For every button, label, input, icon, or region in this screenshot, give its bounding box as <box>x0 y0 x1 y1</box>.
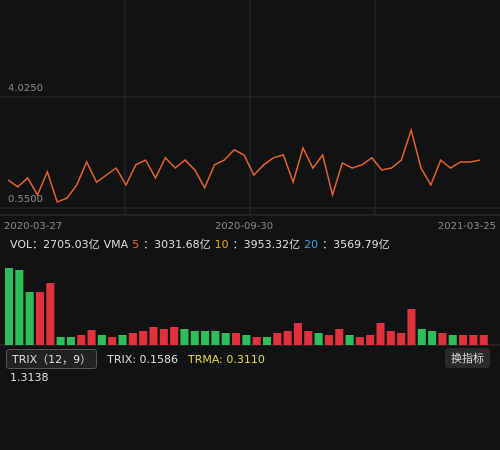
volume-bar <box>262 337 272 345</box>
indicator-reading: TRIX: 0.1586 <box>107 352 178 366</box>
volume-bar <box>293 323 302 345</box>
volume-bar <box>221 333 230 345</box>
price-line <box>7 127 481 203</box>
volume-bar <box>232 333 241 345</box>
volume-bar <box>417 329 426 345</box>
volume-bar <box>386 331 395 345</box>
indicator-name[interactable]: TRIX（12，9） <box>6 349 98 369</box>
volume-bar <box>139 331 148 345</box>
volume-bar <box>159 329 168 345</box>
volume-bar <box>97 335 106 345</box>
volume-bar <box>407 309 416 345</box>
x-tick-label: 2021-03-25 <box>438 221 496 232</box>
volume-bar <box>324 335 333 345</box>
indicator-level: 1.3138 <box>10 371 49 384</box>
volume-bar <box>335 329 344 345</box>
volume-bar <box>5 268 14 345</box>
volume-bar <box>448 335 457 345</box>
vol-text: ：3031.68亿 <box>143 238 211 251</box>
volume-bar <box>314 333 323 345</box>
volume-bar <box>355 337 364 345</box>
volume-bar <box>345 335 354 345</box>
switch-button[interactable]: 换指标 <box>445 348 490 368</box>
y-tick-label: 4.0250 <box>8 83 43 94</box>
volume-bar <box>211 331 220 345</box>
y-tick-label: 0.5500 <box>8 194 43 205</box>
volume-bar <box>128 333 137 345</box>
volume-bar <box>459 335 468 345</box>
vol-text: 10 <box>214 237 229 251</box>
vol-text: VOL：2705.03亿 <box>10 238 100 251</box>
volume-bar <box>366 335 375 345</box>
vol-text: ：3569.79亿 <box>322 238 390 251</box>
vol-text: VMA <box>103 237 129 251</box>
vol-text: 5 <box>132 237 140 251</box>
volume-bar <box>25 292 34 345</box>
volume-bar <box>15 270 24 345</box>
volume-bar <box>376 323 385 345</box>
volume-bar <box>108 337 117 345</box>
volume-bar <box>149 327 158 345</box>
indicator-row: TRIX（12，9） TRIX: 0.1586 TRMA: 0.3110 <box>6 349 265 369</box>
volume-bar <box>304 331 313 345</box>
volume-bar <box>46 283 55 345</box>
volume-bar <box>87 330 96 345</box>
volume-bar <box>252 337 261 345</box>
x-tick-label: 2020-03-27 <box>4 221 62 232</box>
volume-bar <box>170 327 179 345</box>
volume-bar <box>56 337 65 345</box>
volume-bar <box>469 335 478 345</box>
vol-info: VOL：2705.03亿 VMA 5 ：3031.68亿 10 ：3953.32亿 20 ：3… <box>10 236 390 252</box>
vol-text: ：3953.32亿 <box>232 238 301 251</box>
volume-bar <box>77 335 86 345</box>
volume-bar <box>66 337 75 345</box>
x-tick-label: 2020-09-30 <box>215 221 273 232</box>
volume-bar <box>397 333 406 345</box>
volume-bar <box>190 331 199 345</box>
indicator-reading: TRMA: 0.3110 <box>187 352 265 366</box>
volume-bar <box>35 292 45 345</box>
volume-bar <box>479 335 488 345</box>
volume-bar <box>180 329 189 345</box>
volume-bar <box>201 331 210 345</box>
volume-bar <box>428 331 437 345</box>
vol-text: 20 <box>304 237 319 251</box>
volume-bar <box>242 335 251 345</box>
volume-bar <box>273 333 282 345</box>
volume-bar <box>118 335 127 345</box>
volume-bar <box>438 333 447 345</box>
volume-bar <box>283 331 292 345</box>
